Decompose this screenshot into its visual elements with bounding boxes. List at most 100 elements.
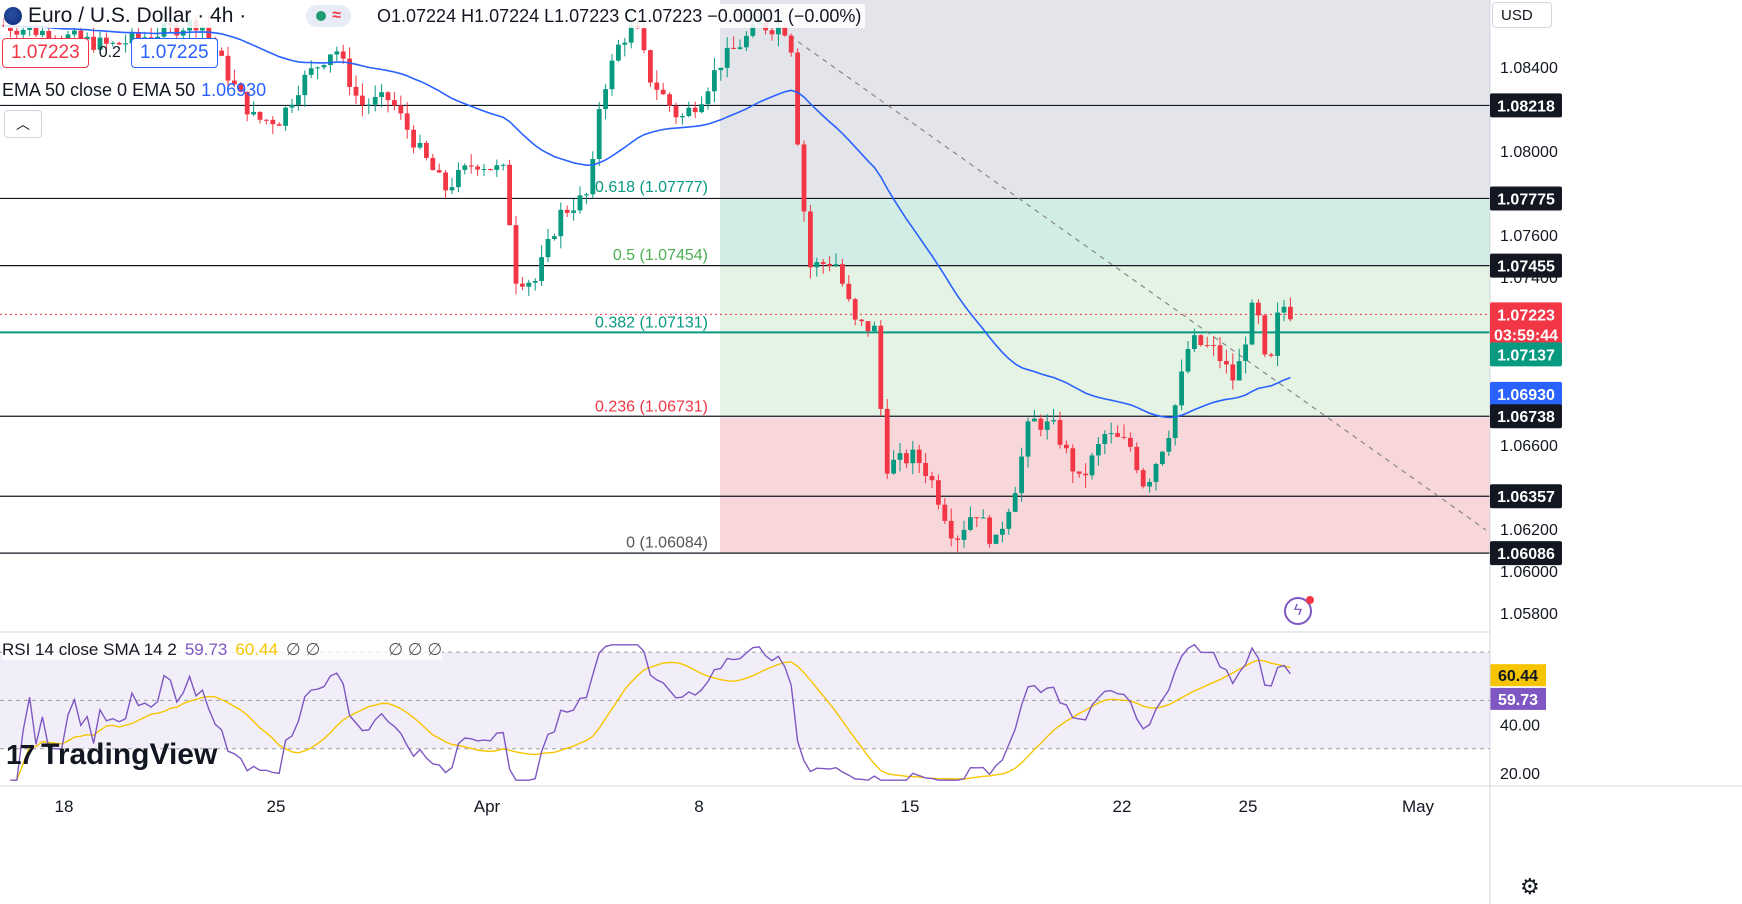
rsi-legend[interactable]: RSI 14 close SMA 14 2 59.73 60.44 ∅ ∅ ∅ …	[2, 640, 443, 660]
candle-body	[1089, 455, 1095, 476]
candle-body	[833, 264, 839, 266]
candle-body	[1256, 302, 1261, 316]
currency-button[interactable]: USD	[1492, 2, 1552, 28]
candle-body	[667, 94, 672, 106]
candle-body	[1012, 493, 1018, 512]
candle-body	[1166, 438, 1172, 452]
candle-body	[296, 95, 301, 105]
rsi-empty-values-1: ∅ ∅	[285, 640, 321, 659]
price-label-1: 1.07775	[1497, 191, 1555, 208]
candle-body	[590, 158, 596, 195]
candle-body	[1038, 418, 1044, 430]
price-tick-7: 1.08000	[1500, 144, 1558, 161]
collapse-legend-button[interactable]: ︿	[4, 110, 42, 138]
candle-body	[1064, 444, 1069, 449]
candle-body	[884, 408, 890, 474]
candle-body	[961, 529, 967, 540]
candle-body	[257, 111, 263, 120]
time-tick-0: 18	[55, 797, 74, 816]
candle-body	[468, 165, 474, 167]
price-label-6: 1.06930	[1497, 387, 1555, 404]
candle-body	[872, 325, 877, 332]
candle-body	[942, 504, 948, 521]
candle-body	[136, 32, 141, 39]
rsi-sma-value: 60.44	[235, 640, 278, 659]
candle-body	[1192, 335, 1197, 349]
candle-body	[865, 321, 871, 332]
rsi-tick-1: 40.00	[1500, 718, 1540, 735]
candle-body	[1096, 444, 1101, 456]
candle-body	[993, 534, 999, 544]
candle-body	[289, 104, 295, 108]
candle-body	[552, 236, 557, 239]
rsi-label-bg-1	[1490, 687, 1546, 710]
fib-zone-0	[720, 0, 1490, 199]
candle-body	[846, 283, 852, 300]
fib-label-4: 0 (1.06084)	[626, 535, 708, 552]
time-tick-7: May	[1402, 797, 1435, 816]
market-status-pill[interactable]: ≈	[306, 5, 352, 27]
candle-body	[1172, 405, 1178, 439]
candle-body	[916, 449, 922, 464]
candle-body	[923, 463, 928, 477]
candle-body	[270, 119, 276, 125]
time-tick-6: 25	[1239, 797, 1258, 816]
price-tick-6: 1.07600	[1500, 228, 1558, 245]
time-tick-1: 25	[267, 797, 286, 816]
ema-legend[interactable]: EMA 50 close 0 EMA 50 1.06930	[2, 80, 266, 101]
candle-body	[276, 124, 282, 126]
candle-body	[500, 164, 506, 166]
candle-body	[334, 51, 340, 55]
candle-body	[161, 23, 167, 37]
candle-body	[532, 280, 538, 283]
candle-body	[494, 165, 500, 170]
rsi-label-bg-0	[1490, 664, 1546, 687]
candle-body	[1044, 421, 1050, 430]
candle-body	[699, 104, 704, 113]
settings-gear-icon[interactable]: ⚙	[1520, 874, 1540, 899]
symbol-legend: Euro / U.S. Dollar · 4h · ≈ O1.07224 H1.…	[4, 4, 866, 28]
candle-body	[110, 42, 116, 44]
candle-body	[1140, 470, 1146, 487]
spread-value: 0.2	[98, 44, 121, 61]
candle-body	[1051, 420, 1056, 422]
candle-body	[910, 449, 916, 464]
fib-label-3: 0.236 (1.06731)	[595, 399, 708, 416]
candle-body	[8, 25, 13, 31]
candle-body	[1153, 464, 1159, 482]
candle-body	[302, 74, 308, 96]
candle-body	[1198, 335, 1204, 346]
candle-body	[104, 37, 109, 44]
price-label-bg-8	[1490, 484, 1562, 509]
candle-body	[788, 35, 794, 53]
candle-body	[488, 169, 493, 171]
rsi-label-1: 59.73	[1498, 692, 1538, 709]
candle-body	[123, 43, 128, 45]
candle-body	[705, 91, 711, 105]
candle-body	[244, 91, 250, 115]
candle-body	[1108, 433, 1114, 435]
candle-body	[641, 28, 647, 51]
candle-body	[795, 52, 800, 145]
candle-body	[616, 44, 621, 61]
tradingview-logo[interactable]: 17 TradingView	[6, 738, 217, 772]
candle-body	[737, 47, 743, 49]
candle-body	[366, 104, 372, 106]
symbol-title[interactable]: Euro / U.S. Dollar · 4h ·	[28, 4, 247, 27]
candle-body	[1185, 348, 1191, 372]
candle-body	[1115, 433, 1120, 437]
buy-price-button[interactable]: 1.07225	[130, 38, 218, 68]
lightning-alert-icon[interactable]: ϟ	[1284, 596, 1314, 625]
candle-body	[385, 92, 391, 101]
candle-body	[1275, 312, 1280, 356]
candle-body	[654, 82, 660, 90]
candle-body	[564, 209, 570, 213]
candle-body	[1025, 421, 1031, 457]
price-label-4: 03:59:44	[1494, 327, 1558, 344]
price-label-3: 1.07223	[1497, 307, 1555, 324]
rsi-tick-0: 20.00	[1500, 766, 1540, 783]
sell-price-button[interactable]: 1.07223	[2, 38, 89, 68]
candle-body	[379, 92, 384, 97]
candle-body	[660, 89, 666, 95]
